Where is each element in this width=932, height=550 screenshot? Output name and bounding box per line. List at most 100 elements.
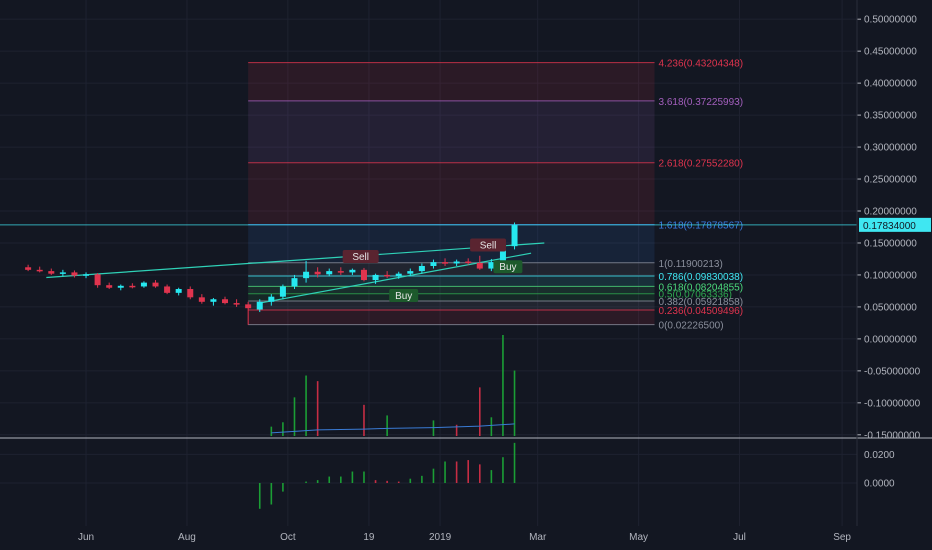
y-tick-label: -0.15000000	[864, 430, 921, 441]
x-tick-label: Sep	[833, 532, 851, 543]
volume-ma-line	[271, 423, 515, 434]
candle-body	[442, 262, 449, 264]
signal-badge-buy	[493, 260, 523, 274]
candle-body	[222, 299, 229, 304]
candle-body	[71, 272, 78, 276]
fib-level-label: 1(0.11900213)	[659, 259, 723, 270]
candle-body	[453, 261, 460, 264]
candle-body	[279, 286, 286, 297]
y-tick-label: 0.05000000	[864, 302, 917, 313]
fib-zone	[248, 310, 655, 325]
candle-body	[395, 273, 402, 277]
candle-body	[499, 246, 506, 263]
candle-body	[303, 271, 310, 279]
fib-level-label: 0.618(0.08204855)	[659, 282, 744, 293]
trendline	[259, 252, 532, 304]
candle-body	[36, 269, 43, 272]
fib-level-label: 1.618(0.17878567)	[659, 221, 744, 232]
fib-level-label: 3.618(0.37225993)	[659, 97, 744, 108]
candle-body	[476, 262, 483, 269]
signal-label-buy: Buy	[395, 291, 412, 302]
signal-badge-sell	[470, 238, 507, 252]
signal-badge-buy	[389, 288, 419, 302]
signal-label-buy: Buy	[499, 262, 516, 273]
candle-body	[360, 269, 367, 281]
candle-body	[187, 289, 194, 298]
candle-body	[198, 297, 205, 302]
candle-body	[326, 271, 333, 275]
x-tick-label: Oct	[280, 532, 296, 543]
candle-body	[25, 267, 32, 270]
candle-body	[384, 274, 391, 277]
x-tick-label: 2019	[429, 532, 452, 543]
fib-level-label: 2.618(0.27552280)	[659, 159, 744, 170]
fib-zone	[248, 224, 655, 263]
candle-body	[106, 285, 113, 288]
y-tick-label: 0.50000000	[864, 15, 917, 26]
candle-body	[291, 278, 298, 287]
x-tick-label: Aug	[178, 532, 196, 543]
y-tick-label: 0.10000000	[864, 270, 917, 281]
sub-y-tick-label: 0.0000	[864, 479, 895, 490]
fib-zone	[248, 301, 655, 311]
y-tick-label: -0.05000000	[864, 366, 921, 377]
candle-body	[94, 274, 101, 286]
candle-body	[372, 274, 379, 281]
candle-body	[511, 225, 518, 247]
fib-zone	[248, 276, 655, 287]
last-price-badge	[859, 217, 931, 232]
signal-label-sell: Sell	[480, 240, 497, 251]
candle-body	[488, 262, 495, 269]
candle-body	[210, 299, 217, 302]
candle-body	[465, 261, 472, 264]
fib-zone	[248, 62, 655, 101]
candle-body	[349, 269, 356, 273]
y-tick-label: 0.20000000	[864, 207, 917, 218]
x-tick-label: Jul	[733, 532, 746, 543]
x-tick-label: Jun	[78, 532, 94, 543]
candle-body	[337, 271, 344, 273]
fib-zone	[248, 286, 655, 294]
candle-body	[140, 282, 147, 287]
y-tick-label: 0.00000000	[864, 334, 917, 345]
candle-body	[48, 271, 55, 274]
fib-zone	[248, 100, 655, 163]
candle-body	[245, 304, 252, 309]
candle-body	[117, 285, 124, 288]
candle-body	[233, 303, 240, 305]
fib-zone	[248, 262, 655, 277]
y-tick-label: 0.15000000	[864, 238, 917, 249]
y-tick-label: 0.45000000	[864, 47, 917, 58]
x-tick-label: Mar	[529, 532, 547, 543]
fib-level-label: 0.786(0.09830038)	[659, 272, 744, 283]
candle-body	[268, 296, 275, 302]
fib-level-label: 0.382(0.05921858)	[659, 297, 744, 308]
candle-body	[314, 271, 321, 275]
candle-body	[175, 289, 182, 293]
fib-level-label: 0.236(0.04509496)	[659, 306, 744, 317]
y-tick-label: 0.40000000	[864, 79, 917, 90]
x-tick-label: 19	[363, 532, 375, 543]
fib-level-label: 4.236(0.43204348)	[659, 59, 744, 70]
y-tick-label: 0.35000000	[864, 111, 917, 122]
candle-body	[152, 282, 159, 287]
candle-body	[418, 265, 425, 272]
fib-level-label: 0.5(0.07063336)	[659, 290, 732, 301]
signal-badge-sell	[342, 249, 379, 263]
fib-zone	[248, 293, 655, 302]
candle-body	[59, 272, 66, 274]
fib-level-label: 0(0.02226500)	[659, 321, 724, 332]
candle-body	[256, 301, 263, 310]
candle-body	[164, 286, 171, 293]
sub-y-tick-label: 0.0200	[864, 450, 895, 461]
candle-body	[129, 285, 136, 288]
last-price-label: 0.17834000	[863, 221, 916, 232]
trendline	[46, 242, 545, 279]
y-tick-label: -0.10000000	[864, 398, 921, 409]
candle-body	[430, 262, 437, 266]
candle-body	[83, 274, 90, 276]
candle-body	[407, 271, 414, 274]
y-tick-label: 0.25000000	[864, 175, 917, 186]
y-tick-label: 0.30000000	[864, 143, 917, 154]
